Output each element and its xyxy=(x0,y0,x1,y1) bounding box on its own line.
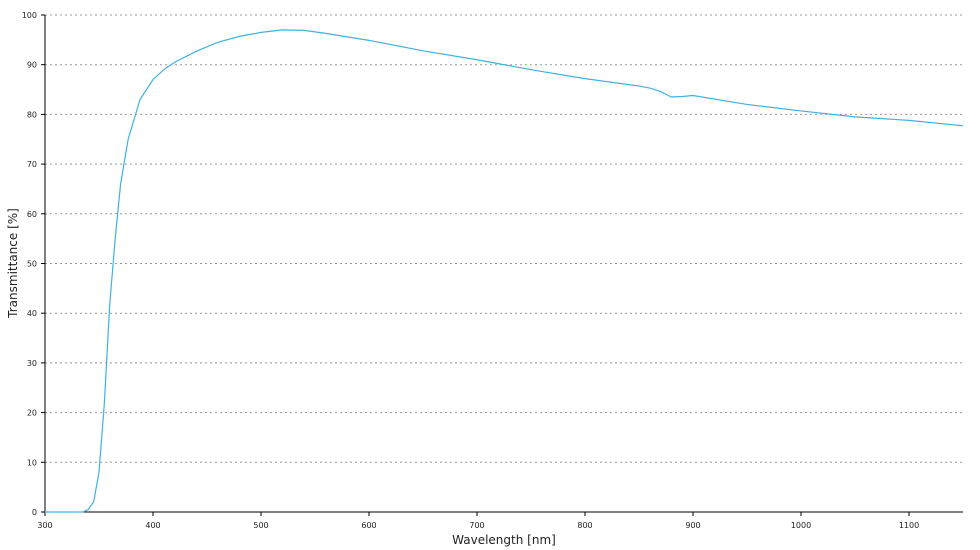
x-tick-label: 300 xyxy=(37,521,52,530)
x-tick-label: 400 xyxy=(145,521,160,530)
x-tick-label: 800 xyxy=(577,521,592,530)
x-tick-label: 1000 xyxy=(791,521,811,530)
y-tick-label: 40 xyxy=(27,309,37,318)
y-axis-label: Transmittance [%] xyxy=(6,208,20,319)
x-axis-label: Wavelength [nm] xyxy=(452,533,556,547)
y-tick-label: 100 xyxy=(22,11,37,20)
y-tick-label: 70 xyxy=(27,160,37,169)
y-tick-label: 80 xyxy=(27,110,37,119)
x-tick-label: 700 xyxy=(469,521,484,530)
y-tick-label: 0 xyxy=(32,508,37,517)
x-tick-label: 600 xyxy=(361,521,376,530)
x-tick-label: 900 xyxy=(685,521,700,530)
y-tick-label: 90 xyxy=(27,61,37,70)
y-tick-label: 20 xyxy=(27,409,37,418)
data-line xyxy=(45,29,964,513)
x-tick-label: 1100 xyxy=(899,521,919,530)
y-tick-label: 50 xyxy=(27,260,37,269)
y-tick-label: 60 xyxy=(27,210,37,219)
x-tick-label: 500 xyxy=(253,521,268,530)
y-tick-label: 30 xyxy=(27,359,37,368)
y-tick-label: 10 xyxy=(27,458,37,467)
